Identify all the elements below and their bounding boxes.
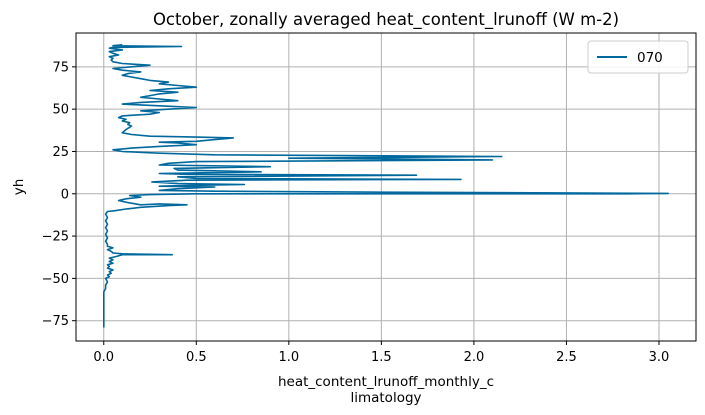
legend: 070 [587,40,689,74]
x-tick-label: 3.0 [649,350,670,365]
y-tick-label: −75 [42,314,69,329]
x-tick-label: 2.0 [464,350,485,365]
y-tick-label: −50 [42,272,69,287]
x-tick-label: 0.0 [93,350,114,365]
legend-label: 070 [637,50,663,66]
ticks-layer: 0.0 0.5 1.0 1.5 2.0 2.5 3.0 −75 −50 −25 0 25 50 75 [42,60,670,365]
x-tick-label: 1.5 [371,350,392,365]
x-tick-label: 2.5 [556,350,577,365]
series-line-070 [103,44,669,328]
x-tick-label: 0.5 [186,350,207,365]
y-tick-label: 0 [61,187,69,202]
y-tick-label: 25 [52,145,69,160]
y-tick-label: 50 [52,103,69,118]
chart-title: October, zonally averaged heat_content_l… [153,10,619,30]
y-tick-label: 75 [52,60,69,75]
series-layer [103,44,669,328]
x-tick-label: 1.0 [278,350,299,365]
y-axis-label: yh [11,179,27,196]
y-tick-label: −25 [42,230,69,245]
x-axis-label-line-1: heat_content_lrunoff_monthly_c [278,374,494,390]
x-axis-label-line-2: limatology [350,390,421,406]
legend-box [587,40,689,74]
plot-frame [75,32,697,342]
